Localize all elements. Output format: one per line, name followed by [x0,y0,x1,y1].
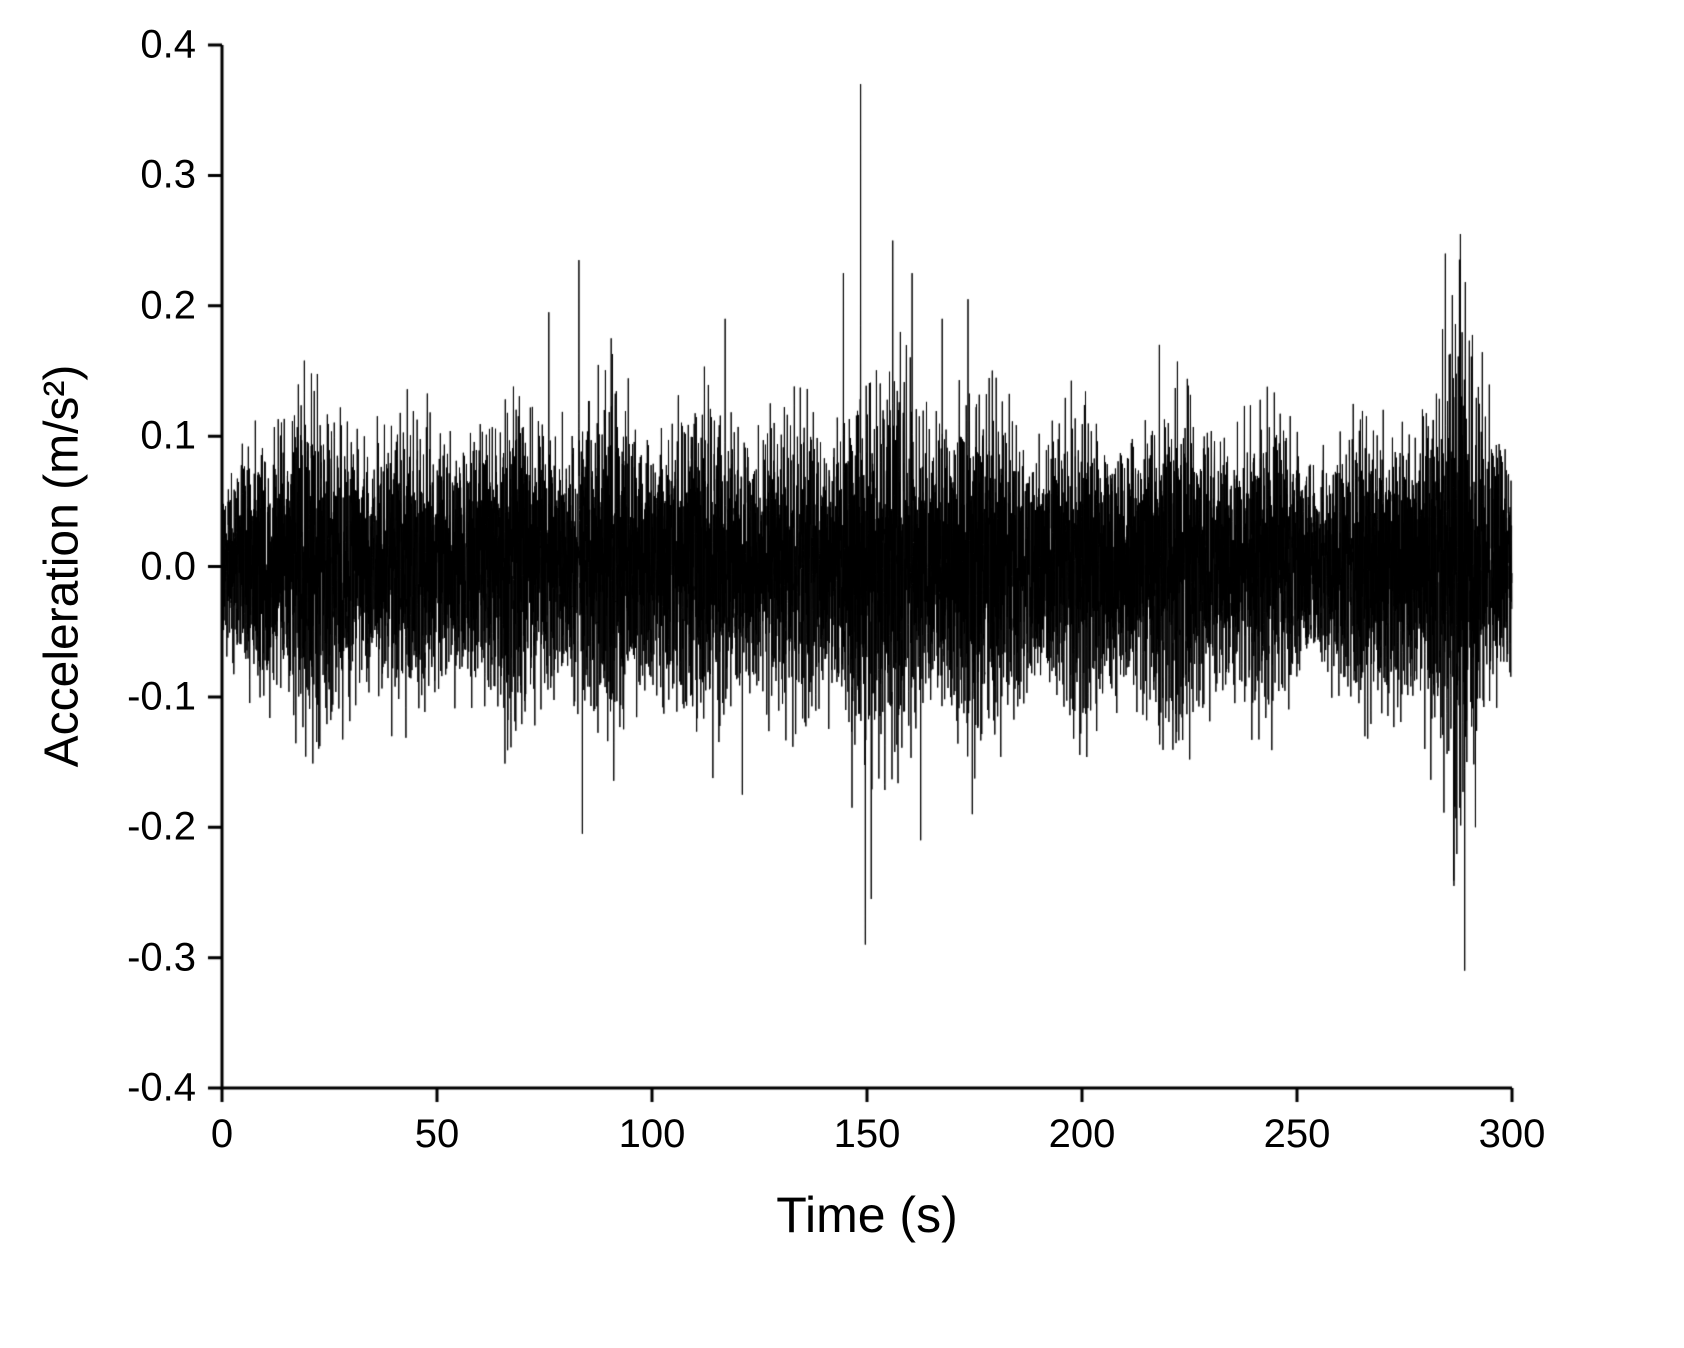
x-axis-label: Time (s) [776,1187,958,1243]
y-axis-label: Acceleration (m/s²) [35,364,89,768]
